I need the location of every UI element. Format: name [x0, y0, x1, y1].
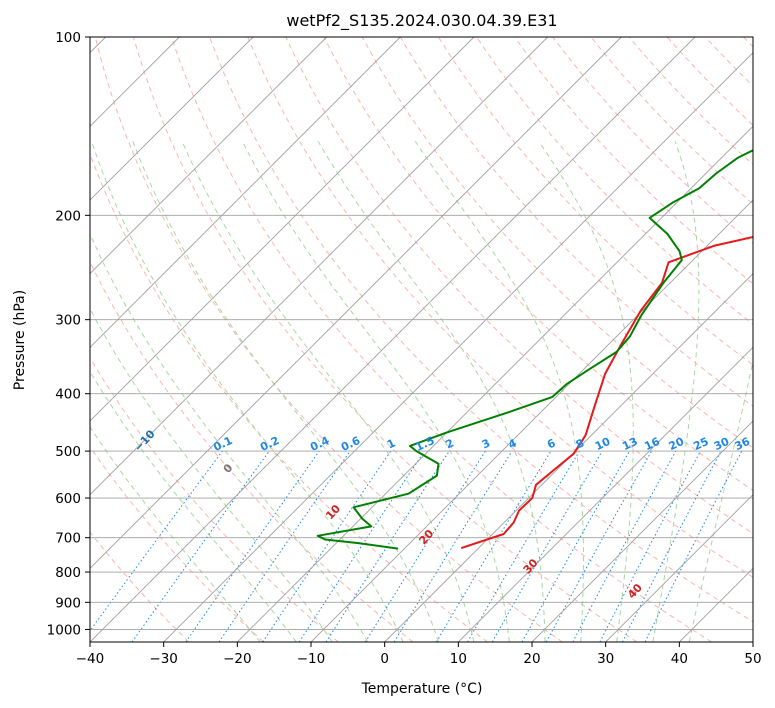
isotherm	[90, 37, 475, 422]
isotherm	[458, 346, 753, 642]
isotherm	[310, 199, 753, 642]
dewpoint-line	[316, 149, 753, 550]
mixing-ratio-line	[572, 450, 677, 642]
dry-adiabat	[514, 37, 753, 285]
dry-adiabat	[90, 356, 339, 642]
isotherm	[90, 37, 696, 642]
temperature-line	[461, 235, 753, 549]
y-axis: 1000 900 800 700 600 500 400 300 200 100	[47, 30, 90, 638]
mixing-ratio-label: 25	[691, 435, 710, 453]
mixing-ratio-line	[131, 450, 270, 642]
mixing-ratio-label: 10	[593, 435, 613, 453]
mixing-ratio-label: 16	[642, 435, 662, 453]
x-tick-label: 20	[523, 651, 540, 667]
x-axis-label: Temperature (°C)	[361, 681, 483, 697]
mixing-ratio-label: 13	[620, 435, 639, 453]
dry-adiabat	[209, 37, 753, 623]
isotherm	[163, 52, 753, 642]
mixing-ratio-label: 36	[733, 435, 753, 453]
y-tick-label: 300	[55, 313, 81, 329]
isotherm	[90, 37, 622, 569]
y-tick-label: 400	[55, 387, 81, 403]
y-tick-label: 800	[55, 565, 81, 581]
dry-adiabat	[90, 446, 264, 642]
mixing-ratio-line	[644, 450, 743, 642]
mixing-ratio-line	[185, 450, 320, 642]
dry-adiabat	[132, 37, 638, 642]
isotherm	[90, 37, 548, 496]
dry-adiabat	[94, 37, 563, 642]
mixing-ratio-label: 30	[712, 435, 732, 453]
dry-adiabat	[361, 37, 753, 449]
isotherm	[90, 37, 401, 348]
isotherm	[531, 420, 753, 642]
x-tick-label: −40	[76, 651, 105, 667]
dry-adiabat	[399, 37, 753, 407]
mixing-ratio-line	[325, 450, 450, 642]
mixing-ratio-label: 20	[667, 435, 687, 453]
x-tick-label: −10	[297, 651, 326, 667]
dry-adiabat	[247, 37, 753, 578]
isotherm	[605, 494, 753, 642]
x-tick-label: 0	[380, 651, 389, 667]
y-tick-label: 1000	[47, 622, 81, 638]
mixing-ratio-line	[393, 450, 513, 642]
isotherm	[384, 273, 753, 642]
y-tick-label: 700	[55, 531, 81, 547]
mixing-ratio-line	[521, 450, 630, 642]
dry-adiabat	[171, 37, 712, 642]
x-tick-label: −30	[149, 651, 178, 667]
y-tick-label: 200	[55, 208, 81, 224]
x-tick-label: 10	[450, 651, 467, 667]
isotherm	[90, 37, 327, 275]
x-tick-label: 50	[744, 651, 761, 667]
grid-lines	[90, 37, 753, 642]
x-tick-label: 40	[671, 651, 688, 667]
mixing-ratio-line	[545, 450, 653, 642]
plot-frame	[89, 36, 754, 643]
mixing-ratio-line	[298, 450, 425, 642]
mixing-ratio-line	[90, 450, 223, 632]
y-tick-label: 900	[55, 595, 81, 611]
mixing-ratio-line	[218, 450, 351, 642]
x-tick-label: 30	[597, 651, 614, 667]
y-tick-label: 100	[55, 30, 81, 46]
dry-adiabat	[90, 531, 190, 642]
plot-background	[90, 37, 753, 642]
dry-adiabat	[90, 152, 488, 642]
y-tick-label: 500	[55, 444, 81, 460]
y-tick-label: 600	[55, 491, 81, 507]
chart-title: wetPf2_S135.2024.030.04.39.E31	[286, 11, 557, 31]
mixing-ratio-line	[262, 450, 392, 642]
x-axis: −40 −30 −20 −10 0 10 20 30 40 50	[76, 642, 762, 667]
x-tick-label: −20	[223, 651, 252, 667]
isotherm	[90, 37, 254, 201]
profile-series	[316, 149, 753, 550]
y-axis-label: Pressure (hPa)	[12, 290, 28, 390]
